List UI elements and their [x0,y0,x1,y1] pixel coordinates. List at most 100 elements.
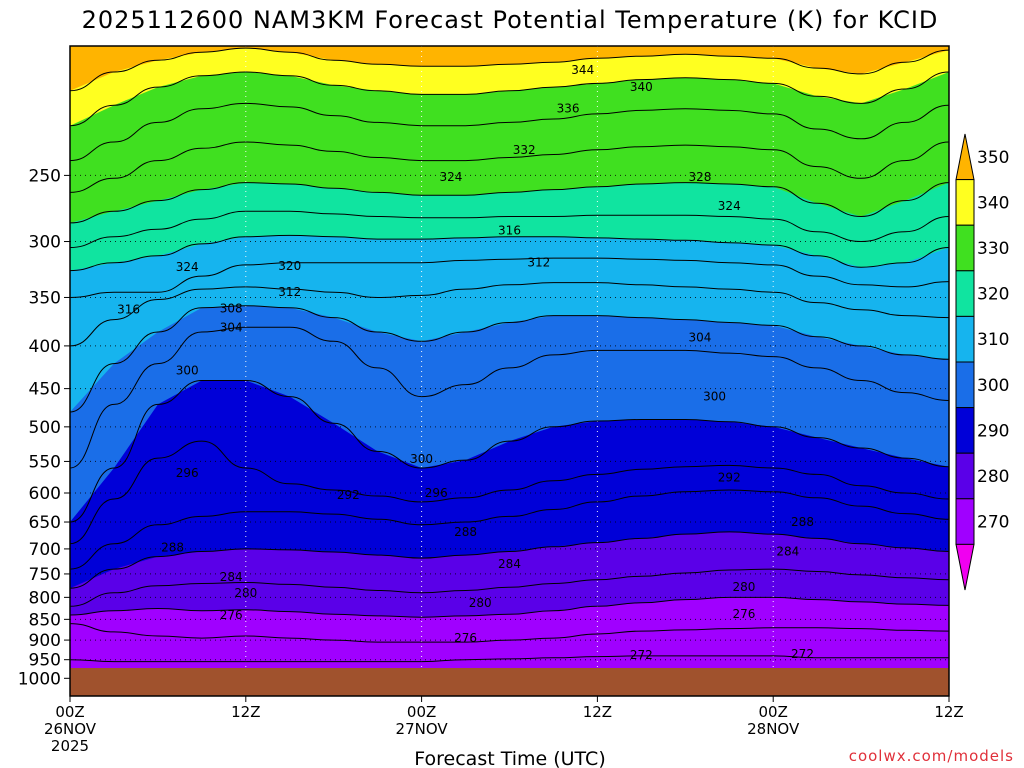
contour-label: 328 [688,170,711,184]
isentrope-320 [70,234,949,272]
isentrope-272 [70,655,949,663]
y-tick-label: 600 [29,484,61,504]
contour-label: 300 [176,363,199,377]
colorbar-tick-label: 270 [977,513,1009,533]
contour-label: 288 [791,515,814,529]
plot-frame [69,45,950,697]
contour-label: 300 [703,390,726,404]
contour-label: 312 [527,256,550,270]
contour-label-text: 284 [498,557,521,571]
contour-label-text: 284 [776,544,799,558]
isentrope-308 [70,305,949,413]
credit-text: coolwx.com/models [849,747,1014,765]
plot-area: 344 340 336 332 324 328 324 316 312 324 320 312 316 3… [70,46,949,696]
contour-label: 344 [571,63,594,77]
colorbar-segment [955,224,975,272]
contour-label: 296 [425,486,448,500]
y-tick-label: 700 [29,540,61,560]
contour-label: 276 [220,608,243,622]
contour-label-text: 328 [688,170,711,184]
y-tick-label: 950 [29,651,61,671]
contour-label-text: 300 [410,452,433,466]
contour-label: 296 [176,466,199,480]
y-tick-label: 300 [29,233,61,253]
contour-label-text: 332 [513,143,536,157]
contour-label-text: 280 [732,580,755,594]
contour-label: 324 [439,170,462,184]
contour-label: 280 [234,586,257,600]
contour-label: 288 [454,525,477,539]
isentrope-284 [70,568,949,607]
y-tick-label: 250 [29,166,61,186]
y-tick-label: 1000 [18,669,61,689]
y-tick-label: 800 [29,588,61,608]
contour-label-text: 304 [688,331,711,345]
y-tick-label: 400 [29,337,61,357]
y-tick-label: 450 [29,380,61,400]
contour-label: 288 [161,540,184,554]
contour-label-text: 340 [630,80,653,94]
x-tick-label: 00Z [759,703,788,721]
contour-label-text: 292 [337,488,360,502]
contour-label-text: 296 [425,486,448,500]
contour-label-text: 280 [469,596,492,610]
contour-label-text: 288 [791,515,814,529]
contour-label: 308 [220,302,243,316]
x-tick-label: 12Z [934,703,963,721]
contour-label-text: 336 [557,102,580,116]
colorbar-segment [955,133,975,181]
colorbar-segment [955,543,975,591]
colorbar-tick-label: 350 [977,148,1009,168]
colorbar-tick-label: 280 [977,467,1009,487]
contour-label: 340 [630,80,653,94]
contour-label-text: 292 [718,471,741,485]
contour-label-text: 324 [718,199,741,213]
contour-label-text: 316 [498,223,521,237]
contour-label: 332 [513,143,536,157]
isentrope-316 [70,257,949,298]
contour-label: 304 [688,331,711,345]
contour-label: 284 [220,570,243,584]
isentrope-304 [70,326,949,469]
contour-label: 324 [176,260,199,274]
isentrope-332 [70,141,949,193]
contour-label: 276 [732,607,755,621]
contour-label-text: 304 [220,320,243,334]
x-tick-label: 00Z [55,703,84,721]
contour-label-text: 288 [161,540,184,554]
theta-fill-layers [70,48,949,696]
isentrope-lines [70,47,949,663]
contour-label-text: 300 [703,390,726,404]
contour-label-text: 276 [454,631,477,645]
contour-label-text: 296 [176,466,199,480]
contour-label-text: 312 [278,285,301,299]
colorbar-segment [955,452,975,500]
isentrope-300 [70,380,949,523]
contour-label: 300 [410,452,433,466]
y-tick-label: 650 [29,513,61,533]
isentrope-340 [70,71,949,127]
contour-label-text: 312 [527,256,550,270]
x-tick-label: 27NOV [396,720,449,738]
contour-label-text: 276 [732,607,755,621]
y-tick-label: 900 [29,631,61,651]
contour-label-text: 320 [278,259,301,273]
isentrope-328 [70,182,949,224]
contour-label: 324 [718,199,741,213]
x-tick-label: 2025 [51,737,89,755]
contour-label: 280 [732,580,755,594]
colorbar-tick-label: 310 [977,330,1009,350]
colorbar-segment [955,407,975,454]
y-tick-label: 850 [29,610,61,630]
colorbar-tick-label: 340 [977,193,1009,213]
grid-lines [70,46,949,696]
colorbar-tick-label: 330 [977,239,1009,259]
contour-label-text: 324 [176,260,199,274]
contour-label: 284 [498,557,521,571]
colorbar-segment [955,179,975,226]
contour-label: 312 [278,285,301,299]
contour-label-text: 316 [117,303,140,317]
x-tick-label: 12Z [231,703,260,721]
contour-label: 292 [718,471,741,485]
